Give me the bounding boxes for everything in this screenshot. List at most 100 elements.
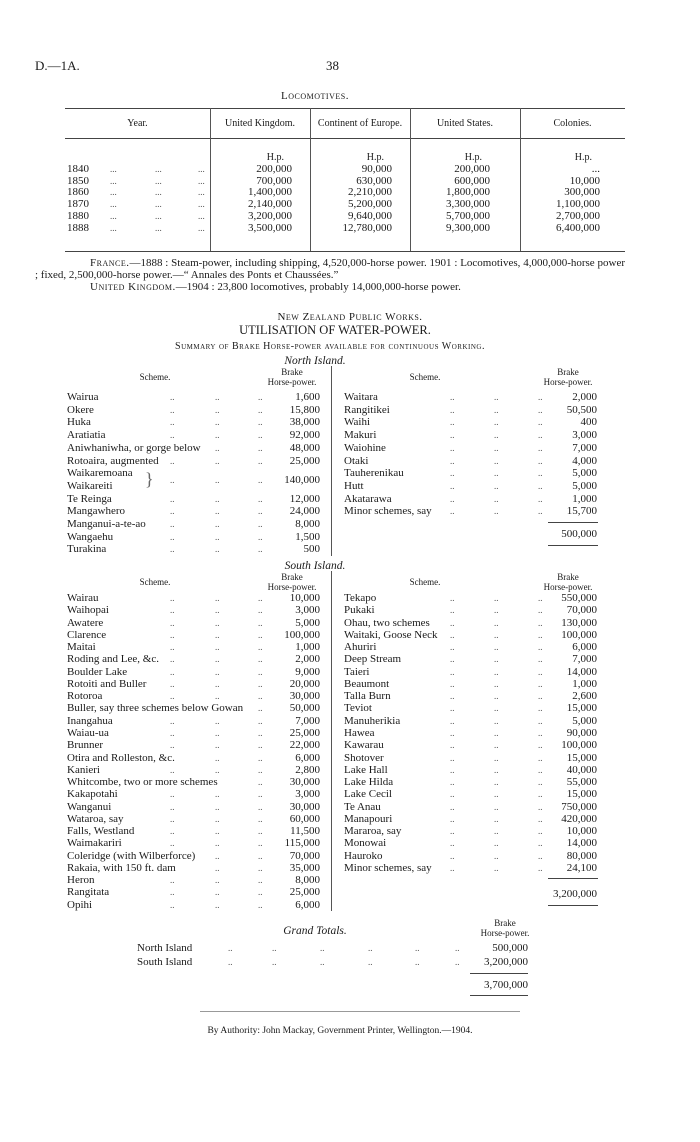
hp-value: 22,000 (289, 739, 320, 752)
dot-leader: .. (538, 850, 543, 861)
dot-leader: .. (170, 430, 175, 441)
scheme-name-text: Falls, Westland (67, 825, 135, 838)
scheme-name-text: Ohau, two schemes (344, 616, 430, 629)
scheme-name: Waimakariri (67, 837, 124, 849)
scheme-name: Brunner (67, 739, 105, 751)
hp-header: Horse-power. (543, 377, 593, 387)
total-rule (548, 545, 598, 546)
dot-leader: .. (258, 703, 263, 714)
scheme-header: Scheme. (139, 577, 171, 587)
column-header: Continent of Europe. (317, 118, 403, 129)
column-divider (520, 108, 521, 251)
unit-label: H.p. (266, 152, 284, 163)
dot-leader: ... (198, 222, 205, 233)
table-bottom-rule (65, 251, 625, 252)
dot-leader: .. (215, 629, 220, 640)
value-cell: 1,800,000 (446, 186, 490, 199)
dot-leader: .. (538, 740, 543, 751)
scheme-name-text: Wangaehu (67, 530, 114, 543)
dot-leader: .. (215, 801, 220, 812)
scheme-name-text: Waiohine (344, 441, 386, 454)
dot-leader: .. (258, 654, 263, 665)
value-cell: 2,210,000 (348, 186, 392, 199)
scheme-name-text: Hauroko (344, 849, 383, 862)
dot-leader: .. (215, 642, 220, 653)
hp-value: 15,000 (566, 788, 597, 801)
dot-leader: .. (228, 943, 233, 953)
scheme-header: Scheme. (139, 372, 171, 382)
scheme-name: Rotoiti and Buller (67, 678, 148, 690)
dot-leader: .. (215, 404, 220, 415)
scheme-name: Hutt (344, 480, 366, 492)
scheme-name: Waitara (344, 391, 380, 403)
dot-leader: .. (215, 715, 220, 726)
dot-leader: .. (258, 862, 263, 873)
dot-leader: .. (215, 678, 220, 689)
dot-leader: .. (494, 629, 499, 640)
hp-value: 15,800 (289, 403, 320, 416)
dot-leader: .. (258, 593, 263, 603)
dot-leader: .. (170, 531, 175, 542)
scheme-name-text: Ahuriri (344, 641, 377, 654)
scheme-name: Hauroko (344, 850, 385, 862)
dot-leader: .. (170, 813, 175, 824)
scheme-name: Rotoaira, augmented (67, 455, 161, 467)
dot-leader: .. (215, 593, 220, 603)
dot-leader: .. (450, 654, 455, 665)
dot-leader: .. (494, 813, 499, 824)
dot-leader: .. (258, 455, 263, 466)
org-heading: New Zealand Public Works. (277, 311, 423, 323)
scheme-name: Rangitata (67, 886, 111, 898)
scheme-name: Buller, say three schemes below Gowan (67, 702, 245, 714)
scheme-name: Minor schemes, say (344, 505, 434, 517)
hp-value: 5,000 (295, 616, 320, 629)
dot-leader: .. (538, 764, 543, 775)
hp-value: 8,000 (295, 874, 320, 887)
scheme-name: Coleridge (with Wilberforce) (67, 850, 197, 862)
dot-leader: .. (450, 740, 455, 751)
dot-leader: .. (538, 617, 543, 628)
dot-leader: ... (110, 210, 117, 221)
dot-leader: .. (494, 493, 499, 504)
scheme-name: Tauherenikau (344, 467, 406, 479)
dot-leader: .. (538, 404, 543, 415)
hp-value: 38,000 (289, 416, 320, 429)
value-cell: 2,700,000 (556, 209, 600, 222)
dot-leader: .. (215, 691, 220, 702)
dot-leader: .. (450, 506, 455, 517)
hp-value: 15,000 (566, 751, 597, 764)
dot-leader: .. (494, 838, 499, 849)
dot-leader: .. (170, 455, 175, 466)
hp-value: 7,000 (572, 441, 597, 454)
scheme-name: Lake Hall (344, 764, 390, 776)
hp-value: 25,000 (289, 454, 320, 467)
dot-leader: .. (258, 789, 263, 800)
dot-leader: .. (215, 544, 220, 555)
scheme-name-text: Taieri (344, 665, 370, 678)
scheme-name-text: Akatarawa (344, 492, 392, 505)
dot-leader: .. (258, 442, 263, 453)
hp-value: 2,600 (572, 690, 597, 703)
dot-leader: .. (258, 740, 263, 751)
island-label: South Island. (284, 560, 346, 572)
scheme-name-text: Rangitikei (344, 403, 390, 416)
dot-leader: .. (215, 605, 220, 616)
scheme-name: Waihi (344, 416, 372, 428)
dot-leader: .. (258, 850, 263, 861)
scheme-name: Rangitikei (344, 404, 392, 416)
hp-value: 550,000 (561, 592, 597, 604)
scheme-name: Wairua (67, 391, 101, 403)
hp-value: 1,600 (295, 391, 320, 403)
brace: } (145, 469, 154, 490)
scheme-name: Wangaehu (67, 531, 115, 543)
hp-value: 30,000 (289, 690, 320, 703)
dot-leader: .. (538, 715, 543, 726)
dot-leader: .. (215, 862, 220, 873)
dot-leader: .. (258, 875, 263, 886)
scheme-name-text: Shotover (344, 751, 384, 764)
dot-leader: ... (155, 222, 162, 233)
table-top-rule (65, 108, 625, 109)
scheme-name-text: Waihopai (67, 604, 109, 617)
scheme-name-text: Beaumont (344, 677, 390, 690)
hp-header: Horse-power. (543, 582, 593, 592)
